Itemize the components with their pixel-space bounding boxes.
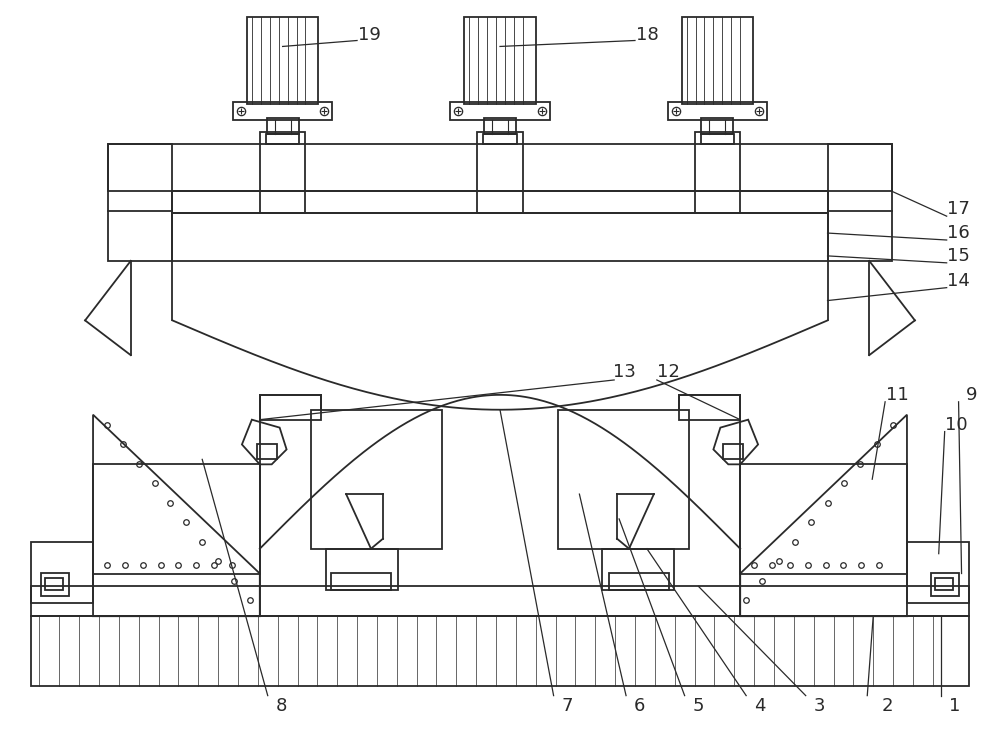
Bar (172, 191, 828, 213)
Text: 4: 4 (754, 697, 766, 715)
Text: 15: 15 (947, 247, 970, 265)
Text: 14: 14 (947, 272, 970, 290)
Text: 7: 7 (562, 697, 573, 715)
Text: 5: 5 (693, 697, 704, 715)
Bar (558, 410, 689, 549)
Bar (172, 213, 828, 261)
Text: 13: 13 (613, 363, 636, 381)
Bar (247, 16, 318, 104)
Bar (257, 445, 277, 459)
Text: 8: 8 (276, 697, 287, 715)
Bar (108, 144, 892, 191)
Bar (935, 578, 953, 590)
Bar (464, 16, 536, 104)
Bar (233, 102, 332, 120)
Bar (695, 132, 740, 213)
Text: 16: 16 (947, 224, 970, 242)
Bar (450, 102, 550, 120)
Bar (31, 542, 93, 603)
Text: 17: 17 (947, 200, 970, 218)
Bar (260, 132, 305, 213)
Bar (668, 102, 767, 120)
Bar (701, 134, 734, 144)
Bar (31, 616, 969, 686)
Text: 9: 9 (966, 386, 977, 404)
Bar (41, 572, 69, 596)
Bar (93, 464, 260, 574)
Bar (266, 134, 299, 144)
Bar (326, 549, 398, 590)
Bar (679, 394, 740, 420)
Bar (331, 572, 391, 590)
Text: 3: 3 (814, 697, 825, 715)
Text: 19: 19 (358, 26, 380, 44)
Bar (828, 144, 892, 261)
Bar (602, 549, 674, 590)
Bar (311, 410, 442, 549)
Text: 11: 11 (886, 386, 908, 404)
Bar (108, 144, 172, 261)
Bar (477, 132, 523, 213)
Text: 12: 12 (657, 363, 680, 381)
Text: 10: 10 (945, 416, 968, 434)
Text: 18: 18 (636, 26, 658, 44)
Bar (483, 134, 517, 144)
Bar (484, 118, 516, 134)
Bar (609, 572, 669, 590)
Bar (907, 542, 969, 603)
Bar (682, 16, 753, 104)
Text: 2: 2 (881, 697, 893, 715)
Bar (31, 586, 969, 616)
Bar (931, 572, 959, 596)
Bar (740, 464, 907, 574)
Bar (45, 578, 63, 590)
Text: 6: 6 (633, 697, 645, 715)
Text: 1: 1 (949, 697, 960, 715)
Bar (723, 445, 743, 459)
Bar (267, 118, 299, 134)
Bar (701, 118, 733, 134)
Bar (260, 394, 321, 420)
